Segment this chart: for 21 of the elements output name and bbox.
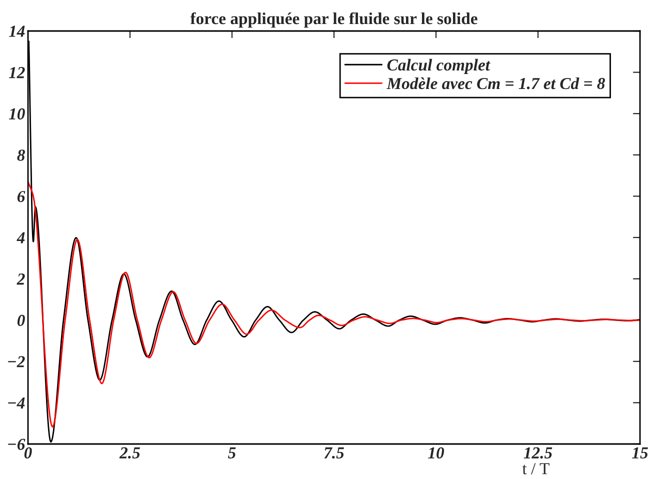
y-tick-label: 4: [16, 232, 25, 244]
x-tick-label: 7.5: [324, 447, 344, 459]
x-tick-label: 15: [632, 447, 648, 459]
x-tick-label: 12.5: [524, 447, 552, 459]
legend-label: Calcul complet: [387, 58, 490, 74]
x-tick-label: 5: [228, 447, 236, 459]
y-tick-label: 10: [8, 108, 25, 120]
legend-label: Modèle avec Cm = 1.7 et Cd = 8: [386, 77, 605, 90]
y-tick-label: 12: [8, 67, 25, 78]
y-tick-label: 0: [17, 314, 25, 326]
y-tick-label: −6: [8, 438, 26, 450]
y-tick-label: −2: [8, 356, 25, 368]
x-axis-title: t / T: [522, 463, 550, 474]
x-tick-label: 2.5: [119, 447, 140, 459]
y-tick-label: 14: [8, 26, 25, 37]
chart-title: force appliquée par le fluide sur le solide: [190, 12, 478, 28]
y-tick-label: −4: [8, 398, 25, 408]
y-tick-label: 2: [16, 274, 25, 285]
x-tick-label: 10: [428, 447, 444, 459]
y-tick-label: 8: [17, 150, 25, 161]
y-tick-label: 6: [17, 190, 26, 202]
